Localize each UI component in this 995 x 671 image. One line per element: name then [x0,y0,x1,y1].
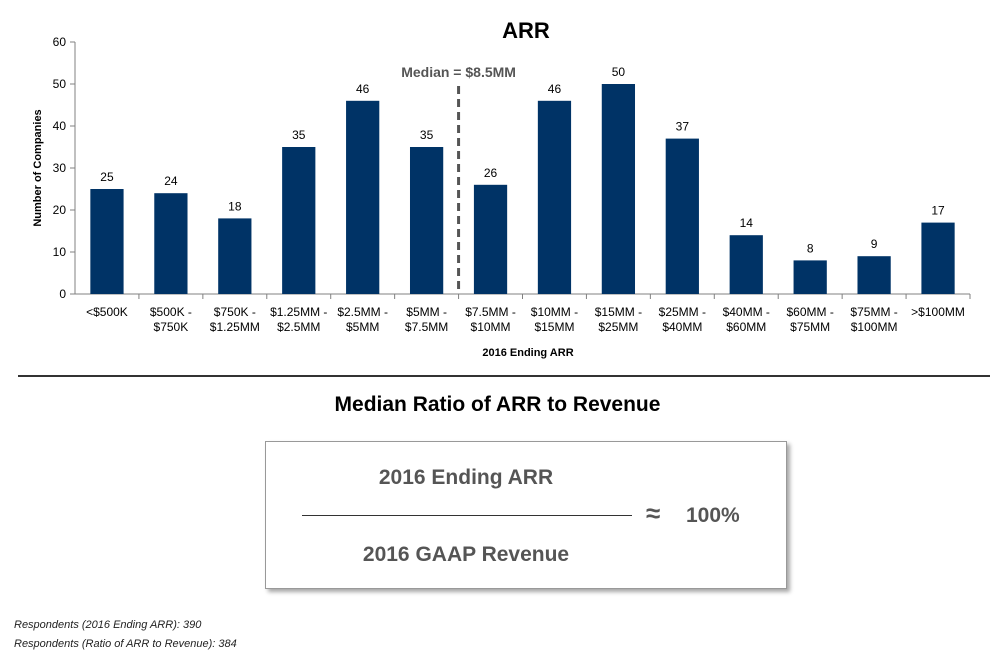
bar [729,235,763,294]
data-label: 9 [871,237,878,251]
category-label-line: $5MM - [406,305,447,319]
category-label-line: $75MM - [850,305,897,319]
bar [601,84,636,294]
category-label-line: $500K - [150,305,192,319]
category-label: $60MM -$75MM [787,305,834,334]
ratio-box: 2016 Ending ARR 2016 GAAP Revenue ≈ 100% [265,441,787,589]
category-label-line: $25MM - [659,305,706,319]
bar [665,138,699,294]
ratio-value: 100% [686,504,740,527]
bar [346,100,380,294]
y-ticks: 0 10 20 30 40 50 60 [53,35,75,301]
y-tick-label: 20 [53,203,67,217]
category-label: $7.5MM -$10MM [465,305,516,334]
category-label: $15MM -$25MM [595,305,642,334]
category-label: >$100MM [911,305,965,319]
data-label: 37 [676,120,690,134]
data-label: 14 [740,216,754,230]
data-label: 46 [548,82,562,96]
chart-title: ARR [502,18,550,43]
data-label: 8 [807,241,814,255]
category-label-line: $10MM [471,320,511,334]
category-label-line: $60MM - [787,305,834,319]
category-label-line: $60MM [726,320,766,334]
y-tick-label: 0 [59,287,66,301]
data-label: 50 [612,65,626,79]
footnote-ratio-respondents: Respondents (Ratio of ARR to Revenue): 3… [14,638,237,650]
category-label-line: $2.5MM - [337,305,388,319]
median-label: Median = $8.5MM [401,64,516,80]
category-label: $750K -$1.25MM [210,305,260,334]
category-label: $25MM -$40MM [659,305,706,334]
y-tick-label: 30 [53,161,67,175]
data-label: 18 [228,199,242,213]
data-label: 26 [484,166,498,180]
approx-symbol: ≈ [646,498,661,528]
bar [90,189,124,294]
category-label-line: <$500K [86,305,128,319]
bar [473,184,508,294]
category-label-line: $100MM [851,320,898,334]
category-label-line: $750K [154,320,189,334]
bars: 25 <$500K 24 $500K -$750K 18 $750K -$1.25MM 35… [86,65,971,334]
bar [218,218,252,294]
y-tick-label: 60 [53,35,67,49]
data-label: 35 [420,128,434,142]
ratio-title: Median Ratio of ARR to Revenue [334,393,661,416]
ratio-numerator: 2016 Ending ARR [378,466,554,489]
bar [282,147,316,294]
category-label-line: $2.5MM [277,320,320,334]
category-label: $500K -$750K [150,305,192,334]
category-label-line: $7.5MM - [465,305,516,319]
bar [857,256,891,294]
data-label: 46 [356,82,370,96]
category-label-line: $7.5MM [405,320,448,334]
data-label: 24 [164,174,178,188]
x-axis-label: 2016 Ending ARR [482,347,573,359]
category-label: $5MM -$7.5MM [405,305,448,334]
category-label-line: $1.25MM [210,320,260,334]
category-label: $10MM -$15MM [531,305,578,334]
category-label-line: $10MM - [531,305,578,319]
category-label-line: $1.25MM - [270,305,327,319]
y-tick-label: 40 [53,119,67,133]
category-label: $75MM -$100MM [850,305,897,334]
category-label-line: $15MM [534,320,574,334]
category-label: <$500K [86,305,128,319]
category-label-line: >$100MM [911,305,965,319]
arr-bar-chart: ARR Number of Companies 2016 Ending ARR … [32,18,971,359]
category-label-line: $15MM - [595,305,642,319]
category-label-line: $75MM [790,320,830,334]
bar [537,100,572,294]
y-tick-label: 10 [53,245,67,259]
footnote-arr-respondents: Respondents (2016 Ending ARR): 390 [14,619,202,631]
median-annotation: Median = $8.5MM [401,64,516,294]
bar [921,222,955,294]
category-label-line: $40MM [662,320,702,334]
data-label: 35 [292,128,306,142]
y-tick-label: 50 [53,77,67,91]
category-label: $1.25MM -$2.5MM [270,305,327,334]
category-label-line: $40MM - [723,305,770,319]
fraction-line [302,515,632,516]
y-axis-label: Number of Companies [32,109,44,226]
category-label-line: $750K - [214,305,256,319]
category-label: $40MM -$60MM [723,305,770,334]
category-label-line: $25MM [598,320,638,334]
ratio-denominator: 2016 GAAP Revenue [362,543,570,566]
category-label: $2.5MM -$5MM [337,305,388,334]
category-label-line: $5MM [346,320,379,334]
data-label: 25 [100,170,114,184]
data-label: 17 [931,204,945,218]
bar [409,147,444,294]
bar [793,260,827,294]
bar [154,193,188,294]
section-divider [18,375,990,377]
